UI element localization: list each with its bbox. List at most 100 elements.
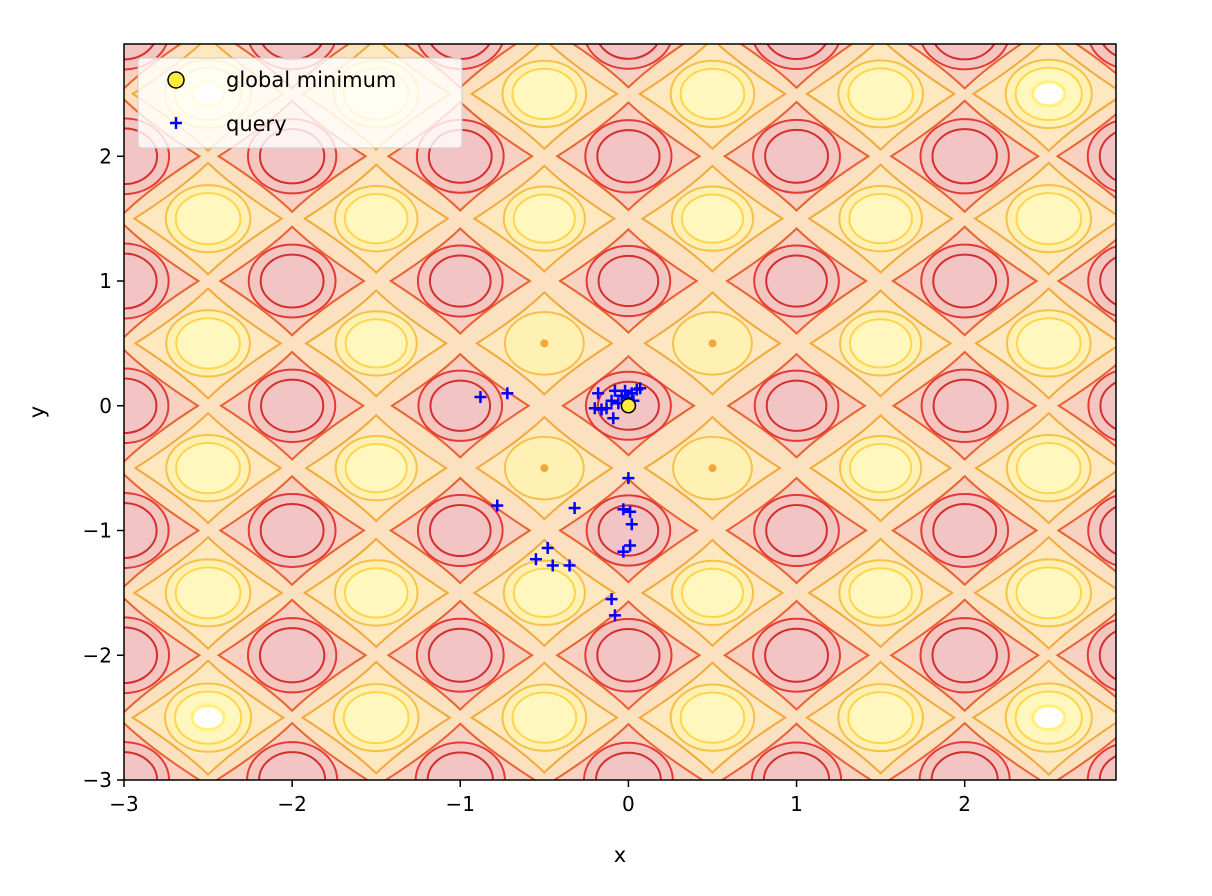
y-tick-label: 1 — [99, 269, 112, 293]
query-point — [605, 394, 618, 407]
contour-peak — [469, 44, 619, 151]
contour-peak — [807, 163, 954, 275]
contour-peak — [640, 164, 785, 273]
contour-peak — [640, 538, 785, 648]
contour-basin — [219, 350, 366, 461]
legend-box — [137, 57, 463, 149]
contour-peak — [637, 661, 787, 774]
contour-peak — [133, 411, 283, 525]
x-tick-label: −2 — [277, 792, 306, 816]
legend-query-label: query — [226, 112, 287, 136]
contour-basin — [218, 474, 366, 587]
contour-basin — [216, 598, 368, 713]
contour-peak — [973, 161, 1116, 276]
contour-peak — [474, 415, 614, 521]
legend: global minimum query — [137, 57, 463, 149]
query-point — [608, 609, 621, 622]
y-tick-label: 2 — [99, 144, 112, 168]
contour-peak — [302, 163, 450, 275]
contour-basin — [891, 225, 1039, 337]
contour-basin — [390, 352, 531, 459]
contour-peak — [472, 538, 617, 648]
contour-basin — [722, 599, 871, 711]
contour-peak — [808, 289, 953, 398]
contour-basin — [555, 101, 702, 212]
query-point — [622, 472, 635, 485]
x-tick-label: −1 — [446, 792, 475, 816]
contour-basin — [739, 44, 854, 90]
contour-basin — [214, 721, 370, 780]
contour-peak — [300, 660, 452, 775]
contour-peak — [805, 44, 957, 151]
contour-basin — [726, 352, 867, 459]
scatter-layer — [474, 382, 647, 622]
contour-peak — [469, 661, 619, 774]
contour-basin — [571, 44, 686, 89]
contour-peak — [302, 537, 450, 649]
legend-global-minimum-label: global minimum — [226, 68, 396, 92]
contour-peak — [637, 44, 787, 151]
y-tick-label: −2 — [83, 643, 112, 667]
contour-peak — [971, 44, 1116, 153]
contour-basin — [1056, 238, 1116, 324]
contour-peak — [130, 659, 286, 776]
plot-frame — [123, 43, 1117, 781]
contour-basin — [124, 472, 201, 589]
x-tick-label: 2 — [958, 792, 971, 816]
contour-basin — [725, 227, 868, 335]
contour-peak — [474, 290, 614, 396]
contour-basin — [1074, 44, 1116, 75]
query-point — [617, 545, 630, 558]
contour-peak — [304, 289, 449, 398]
contour-basin — [1055, 612, 1116, 699]
query-point — [624, 539, 637, 552]
contour-peak — [973, 535, 1116, 650]
x-tick-label: −3 — [109, 792, 138, 816]
contour-basin — [388, 227, 532, 335]
query-point — [607, 412, 620, 425]
contour-basin — [384, 722, 537, 780]
y-tick-label: 0 — [99, 394, 112, 418]
contour-basin — [124, 223, 201, 339]
contour-basin — [891, 350, 1038, 461]
y-tick-label: −1 — [83, 519, 112, 543]
x-axis-label: x — [614, 843, 626, 867]
contour-basin — [1057, 363, 1116, 448]
contour-basin — [558, 477, 699, 584]
contour-basin — [720, 722, 873, 780]
contour-peak — [304, 413, 449, 523]
y-axis: −3 −2 −1 0 1 2 — [83, 144, 124, 792]
contour-peak — [971, 659, 1116, 776]
contour-basin — [887, 721, 1042, 780]
contour-basin — [722, 100, 871, 212]
contour-basin — [906, 44, 1023, 90]
contour-peak — [643, 290, 782, 396]
contour-peak — [472, 164, 617, 273]
query-point — [546, 559, 559, 572]
contour-peak — [974, 287, 1116, 400]
contour-basin — [891, 474, 1039, 587]
contour-basin — [388, 476, 532, 585]
contour-peak — [807, 537, 954, 649]
query-point — [605, 593, 618, 606]
query-point — [474, 391, 487, 404]
contour-basin — [558, 227, 699, 335]
query-point — [617, 503, 630, 516]
global-minimum-point — [620, 398, 637, 414]
query-point — [600, 402, 613, 415]
legend-global-minimum-marker — [167, 71, 185, 89]
x-tick-label: 0 — [622, 792, 635, 816]
contour-basin — [218, 225, 366, 337]
x-axis: −3 −2 −1 0 1 2 — [109, 780, 971, 816]
contour-peak — [133, 287, 283, 400]
query-point — [608, 384, 621, 397]
query-point — [541, 541, 554, 554]
query-point — [501, 387, 514, 400]
y-tick-label: −3 — [83, 768, 112, 792]
contour-basin — [889, 99, 1040, 214]
query-point — [625, 518, 638, 531]
contour-basin — [1056, 487, 1116, 574]
contour-peak — [132, 161, 284, 276]
query-point — [592, 387, 605, 400]
